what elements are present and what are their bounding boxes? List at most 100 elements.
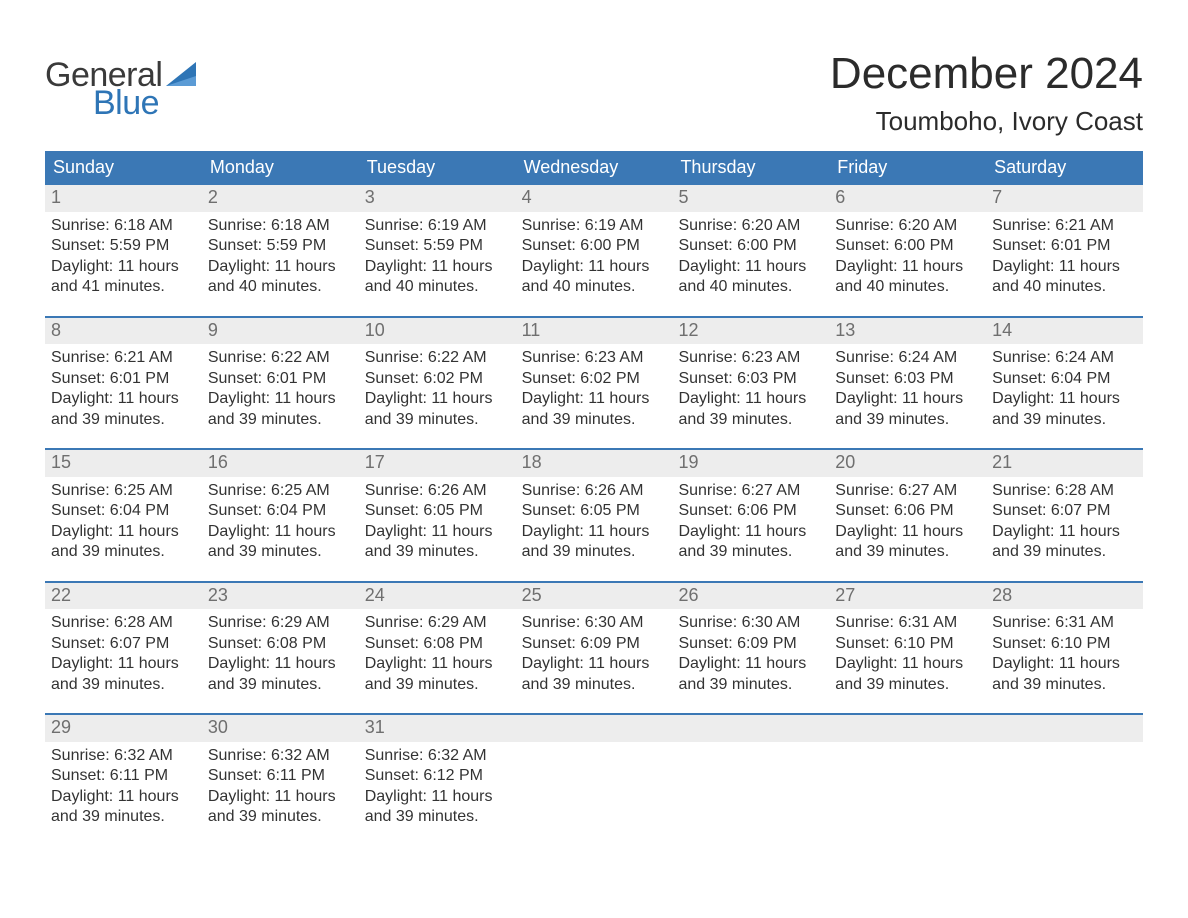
daylight-line2: and 39 minutes. (208, 542, 353, 562)
daylight-line1: Daylight: 11 hours (51, 654, 196, 674)
sunrise-text: Sunrise: 6:22 AM (208, 348, 353, 368)
day-body: Sunrise: 6:27 AMSunset: 6:06 PMDaylight:… (672, 477, 829, 563)
day-number: 3 (359, 185, 516, 212)
daylight-line1: Daylight: 11 hours (835, 522, 980, 542)
calendar-grid: Sunday Monday Tuesday Wednesday Thursday… (45, 151, 1143, 845)
daylight-line1: Daylight: 11 hours (992, 257, 1137, 277)
sunset-text: Sunset: 6:02 PM (365, 369, 510, 389)
daylight-line2: and 39 minutes. (678, 542, 823, 562)
day-cell: 15Sunrise: 6:25 AMSunset: 6:04 PMDayligh… (45, 450, 202, 562)
sunrise-text: Sunrise: 6:30 AM (522, 613, 667, 633)
daylight-line2: and 39 minutes. (835, 675, 980, 695)
sunrise-text: Sunrise: 6:31 AM (835, 613, 980, 633)
daylight-line2: and 40 minutes. (835, 277, 980, 297)
day-number: 1 (45, 185, 202, 212)
day-cell: 19Sunrise: 6:27 AMSunset: 6:06 PMDayligh… (672, 450, 829, 562)
daylight-line1: Daylight: 11 hours (365, 389, 510, 409)
sunset-text: Sunset: 6:07 PM (992, 501, 1137, 521)
daylight-line2: and 39 minutes. (365, 410, 510, 430)
day-body: Sunrise: 6:22 AMSunset: 6:01 PMDaylight:… (202, 344, 359, 430)
sunset-text: Sunset: 6:01 PM (992, 236, 1137, 256)
sunset-text: Sunset: 6:11 PM (51, 766, 196, 786)
day-body: Sunrise: 6:20 AMSunset: 6:00 PMDaylight:… (829, 212, 986, 298)
day-cell (516, 715, 673, 827)
day-number: 2 (202, 185, 359, 212)
day-number: 4 (516, 185, 673, 212)
day-cell (672, 715, 829, 827)
sunset-text: Sunset: 6:09 PM (678, 634, 823, 654)
day-body: Sunrise: 6:23 AMSunset: 6:02 PMDaylight:… (516, 344, 673, 430)
daylight-line1: Daylight: 11 hours (365, 787, 510, 807)
week-row: 1Sunrise: 6:18 AMSunset: 5:59 PMDaylight… (45, 185, 1143, 315)
daylight-line1: Daylight: 11 hours (678, 389, 823, 409)
sunset-text: Sunset: 6:05 PM (522, 501, 667, 521)
day-number: 16 (202, 450, 359, 477)
day-body: Sunrise: 6:23 AMSunset: 6:03 PMDaylight:… (672, 344, 829, 430)
day-body: Sunrise: 6:25 AMSunset: 6:04 PMDaylight:… (45, 477, 202, 563)
daylight-line2: and 39 minutes. (522, 542, 667, 562)
day-number: 6 (829, 185, 986, 212)
day-cell: 6Sunrise: 6:20 AMSunset: 6:00 PMDaylight… (829, 185, 986, 297)
day-cell: 8Sunrise: 6:21 AMSunset: 6:01 PMDaylight… (45, 318, 202, 430)
daylight-line2: and 40 minutes. (208, 277, 353, 297)
day-number: 15 (45, 450, 202, 477)
daylight-line1: Daylight: 11 hours (522, 389, 667, 409)
sunrise-text: Sunrise: 6:25 AM (51, 481, 196, 501)
daylight-line2: and 39 minutes. (678, 410, 823, 430)
day-cell: 18Sunrise: 6:26 AMSunset: 6:05 PMDayligh… (516, 450, 673, 562)
day-cell: 20Sunrise: 6:27 AMSunset: 6:06 PMDayligh… (829, 450, 986, 562)
daylight-line1: Daylight: 11 hours (51, 257, 196, 277)
day-number (829, 715, 986, 742)
weekday-header-row: Sunday Monday Tuesday Wednesday Thursday… (45, 151, 1143, 185)
daylight-line2: and 40 minutes. (522, 277, 667, 297)
daylight-line1: Daylight: 11 hours (208, 654, 353, 674)
day-body: Sunrise: 6:22 AMSunset: 6:02 PMDaylight:… (359, 344, 516, 430)
daylight-line2: and 39 minutes. (992, 410, 1137, 430)
day-body: Sunrise: 6:24 AMSunset: 6:04 PMDaylight:… (986, 344, 1143, 430)
sunset-text: Sunset: 6:02 PM (522, 369, 667, 389)
weekday-header: Saturday (986, 151, 1143, 185)
day-body: Sunrise: 6:31 AMSunset: 6:10 PMDaylight:… (986, 609, 1143, 695)
sunset-text: Sunset: 6:04 PM (51, 501, 196, 521)
day-cell: 13Sunrise: 6:24 AMSunset: 6:03 PMDayligh… (829, 318, 986, 430)
sunrise-text: Sunrise: 6:18 AM (208, 216, 353, 236)
calendar-page: General Blue December 2024 Toumboho, Ivo… (0, 0, 1188, 886)
daylight-line1: Daylight: 11 hours (208, 257, 353, 277)
day-cell: 28Sunrise: 6:31 AMSunset: 6:10 PMDayligh… (986, 583, 1143, 695)
daylight-line1: Daylight: 11 hours (678, 654, 823, 674)
sunrise-text: Sunrise: 6:18 AM (51, 216, 196, 236)
weekday-header: Sunday (45, 151, 202, 185)
day-cell: 9Sunrise: 6:22 AMSunset: 6:01 PMDaylight… (202, 318, 359, 430)
day-number: 24 (359, 583, 516, 610)
sunset-text: Sunset: 6:01 PM (51, 369, 196, 389)
daylight-line1: Daylight: 11 hours (365, 654, 510, 674)
sunset-text: Sunset: 6:00 PM (835, 236, 980, 256)
day-cell: 7Sunrise: 6:21 AMSunset: 6:01 PMDaylight… (986, 185, 1143, 297)
day-body: Sunrise: 6:26 AMSunset: 6:05 PMDaylight:… (516, 477, 673, 563)
sunset-text: Sunset: 6:09 PM (522, 634, 667, 654)
sunrise-text: Sunrise: 6:19 AM (522, 216, 667, 236)
daylight-line2: and 39 minutes. (208, 807, 353, 827)
day-cell: 30Sunrise: 6:32 AMSunset: 6:11 PMDayligh… (202, 715, 359, 827)
week-row: 8Sunrise: 6:21 AMSunset: 6:01 PMDaylight… (45, 316, 1143, 448)
sunrise-text: Sunrise: 6:32 AM (208, 746, 353, 766)
daylight-line1: Daylight: 11 hours (522, 522, 667, 542)
day-body: Sunrise: 6:19 AMSunset: 6:00 PMDaylight:… (516, 212, 673, 298)
sunset-text: Sunset: 6:10 PM (992, 634, 1137, 654)
day-cell: 25Sunrise: 6:30 AMSunset: 6:09 PMDayligh… (516, 583, 673, 695)
daylight-line2: and 39 minutes. (992, 542, 1137, 562)
daylight-line1: Daylight: 11 hours (678, 257, 823, 277)
daylight-line2: and 39 minutes. (51, 675, 196, 695)
day-body: Sunrise: 6:24 AMSunset: 6:03 PMDaylight:… (829, 344, 986, 430)
daylight-line1: Daylight: 11 hours (835, 389, 980, 409)
sunrise-text: Sunrise: 6:32 AM (365, 746, 510, 766)
day-number: 30 (202, 715, 359, 742)
day-body: Sunrise: 6:21 AMSunset: 6:01 PMDaylight:… (986, 212, 1143, 298)
daylight-line1: Daylight: 11 hours (992, 654, 1137, 674)
day-number (672, 715, 829, 742)
daylight-line2: and 39 minutes. (208, 410, 353, 430)
sunrise-text: Sunrise: 6:31 AM (992, 613, 1137, 633)
brand-name-b: Blue (93, 86, 196, 120)
sunset-text: Sunset: 6:00 PM (522, 236, 667, 256)
day-body: Sunrise: 6:19 AMSunset: 5:59 PMDaylight:… (359, 212, 516, 298)
